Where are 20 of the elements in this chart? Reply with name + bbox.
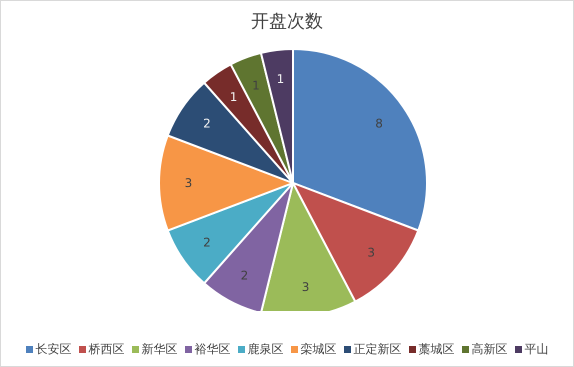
data-label: 8 xyxy=(375,116,383,131)
legend-label: 裕华区 xyxy=(194,341,230,358)
legend-label: 正定新区 xyxy=(352,341,402,358)
chart-title: 开盘次数 xyxy=(250,10,324,32)
data-label: 3 xyxy=(302,280,310,294)
data-label: 3 xyxy=(184,176,192,190)
legend-label: 藁城区 xyxy=(418,341,454,358)
legend-label: 新华区 xyxy=(140,341,178,358)
data-label: 2 xyxy=(203,235,211,250)
legend-label: 栾城区 xyxy=(300,341,336,358)
legend-label: 平山 xyxy=(524,341,548,358)
data-label: 1 xyxy=(276,72,284,86)
legend-label: 长安区 xyxy=(34,341,72,358)
legend-label: 桥西区 xyxy=(88,341,124,358)
legend-label: 鹿泉区 xyxy=(246,341,284,358)
data-label: 2 xyxy=(203,116,211,131)
legend-label: 高新区 xyxy=(470,341,508,358)
data-label: 2 xyxy=(240,268,248,283)
data-label: 3 xyxy=(367,245,376,260)
data-label: 1 xyxy=(230,90,238,104)
